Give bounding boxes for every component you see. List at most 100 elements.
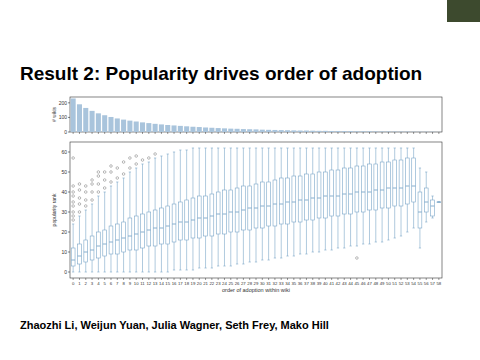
bar (348, 131, 353, 132)
bar (197, 127, 202, 132)
plot-frame (70, 97, 442, 132)
lower-whisker (174, 242, 175, 270)
outlier (78, 211, 81, 214)
x-tick (167, 278, 168, 280)
x-tick (161, 132, 162, 134)
whisker-cap-high (85, 210, 87, 211)
outlier (103, 179, 106, 182)
median (368, 192, 372, 193)
median (260, 206, 264, 207)
upper-whisker (306, 148, 307, 174)
x-tick-label: 22 (209, 281, 214, 286)
median (128, 236, 132, 237)
x-tick (85, 132, 86, 134)
outlier (141, 159, 144, 162)
x-tick (306, 132, 307, 134)
lower-whisker (287, 224, 288, 256)
bar (209, 128, 214, 132)
x-tick (230, 132, 231, 134)
outlier (122, 173, 125, 176)
upper-whisker (174, 152, 175, 204)
median (305, 200, 309, 201)
bar (127, 121, 132, 132)
x-tick-label: 12 (146, 281, 151, 286)
median (399, 188, 403, 189)
whisker-cap-low (412, 228, 414, 229)
whisker-cap-high (425, 172, 427, 173)
x-tick-label: 57 (430, 281, 435, 286)
y-tick (68, 192, 70, 193)
lower-whisker (281, 224, 282, 258)
bar (77, 104, 82, 132)
x-tick (268, 132, 269, 134)
bar (108, 117, 113, 132)
bar (140, 122, 145, 132)
whisker-cap-low (400, 236, 402, 237)
median (84, 252, 88, 253)
bar (386, 131, 391, 132)
upper-whisker (218, 148, 219, 192)
upper-whisker (281, 148, 282, 178)
bar (178, 126, 183, 132)
x-tick-label: 14 (159, 281, 164, 286)
outlier (72, 219, 75, 222)
bar (317, 131, 322, 132)
whisker-cap-high (116, 182, 118, 183)
box (387, 162, 391, 208)
x-tick-label: 27 (241, 281, 246, 286)
whisker-cap-low (312, 252, 314, 253)
outlier (78, 197, 81, 200)
x-tick (325, 132, 326, 134)
whisker-cap-high (312, 148, 314, 149)
chart: 0102030405060012345678910111213141516171… (51, 142, 442, 293)
upper-whisker (407, 148, 408, 158)
x-tick-label: 52 (399, 281, 404, 286)
x-tick (401, 278, 402, 280)
x-tick (388, 132, 389, 134)
bar (354, 131, 359, 132)
outlier (122, 161, 125, 164)
whisker-cap-low (280, 258, 282, 259)
x-tick-label: 33 (279, 281, 284, 286)
x-tick-label: 38 (310, 281, 315, 286)
whisker-cap-low (438, 202, 440, 203)
box (216, 192, 220, 234)
x-tick (438, 278, 439, 280)
x-tick-label: 26 (235, 281, 240, 286)
whisker-cap-low (85, 272, 87, 273)
median (311, 198, 315, 199)
x-tick (413, 278, 414, 280)
x-tick (174, 278, 175, 280)
x-tick (167, 132, 168, 134)
box (349, 168, 353, 214)
upper-whisker (256, 148, 257, 184)
x-tick (394, 132, 395, 134)
x-tick-label: 36 (298, 281, 303, 286)
lower-whisker (407, 204, 408, 232)
x-tick (211, 278, 212, 280)
x-tick (274, 132, 275, 134)
bar (71, 98, 76, 132)
median (342, 194, 346, 195)
x-tick (230, 278, 231, 280)
median (141, 232, 145, 233)
bar (310, 131, 315, 132)
whisker-cap-low (179, 270, 181, 271)
x-tick (237, 132, 238, 134)
bar (361, 131, 366, 132)
outlier (84, 205, 87, 208)
box (399, 160, 403, 206)
x-tick (319, 278, 320, 280)
box (380, 162, 384, 208)
whisker-cap-high (406, 148, 408, 149)
x-tick (205, 278, 206, 280)
x-tick (350, 278, 351, 280)
lower-whisker (73, 266, 74, 272)
lower-whisker (344, 214, 345, 248)
x-tick (344, 132, 345, 134)
median (267, 206, 271, 207)
x-tick-label: 43 (342, 281, 347, 286)
whisker-cap-high (267, 148, 269, 149)
whisker-cap-low (349, 246, 351, 247)
box (160, 208, 164, 244)
